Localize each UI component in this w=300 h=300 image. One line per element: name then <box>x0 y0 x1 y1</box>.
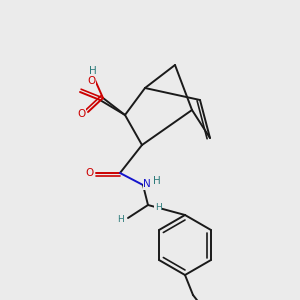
Text: N: N <box>143 179 151 189</box>
Text: H: H <box>154 202 161 211</box>
Text: H: H <box>153 176 161 186</box>
Text: O: O <box>87 76 95 86</box>
Text: H: H <box>89 66 97 76</box>
Text: O: O <box>77 109 85 119</box>
Text: H: H <box>117 215 123 224</box>
Text: O: O <box>85 168 93 178</box>
